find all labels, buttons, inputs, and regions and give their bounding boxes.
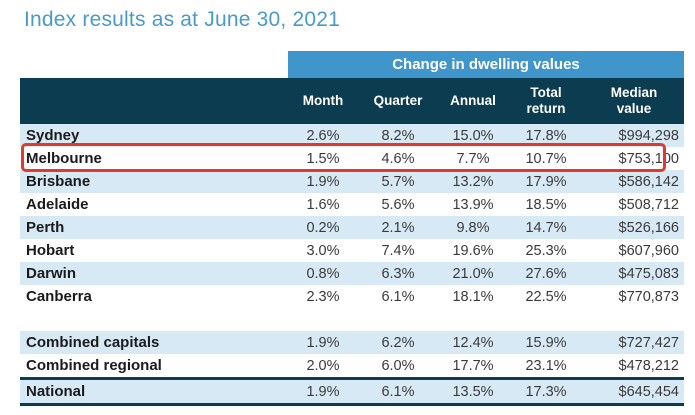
column-header-annual: Annual [450,93,496,109]
total-return-value: 17.8% [525,127,567,144]
quarter-value: 2.1% [381,219,415,236]
total-return-value: 17.3% [525,383,567,400]
row-label: Adelaide [26,196,89,213]
spacer-row [20,308,684,331]
quarter-value: 6.1% [381,383,415,400]
column-header-month: Month [302,93,344,109]
quarter-value: 8.2% [381,127,415,144]
annual-value: 17.7% [452,357,494,374]
row-label: Hobart [26,242,75,259]
table-row-adelaide: Adelaide 1.6% 5.6% 13.9% 18.5% $508,712 [20,193,684,216]
total-return-value: 22.5% [525,288,567,305]
annual-value: 18.1% [452,288,494,305]
month-value: 1.6% [306,196,340,213]
median-value: $478,212 [618,357,679,374]
total-return-value: 23.1% [525,357,567,374]
month-value: 2.0% [306,357,340,374]
row-label: Canberra [26,288,92,305]
total-return-value: 14.7% [525,219,567,236]
quarter-value: 6.1% [381,288,415,305]
month-value: 1.5% [306,150,340,167]
month-value: 1.9% [306,173,340,190]
month-value: 2.6% [306,127,340,144]
quarter-value: 4.6% [381,150,415,167]
median-value: $526,166 [618,219,679,236]
annual-value: 21.0% [452,265,494,282]
row-label: Melbourne [26,150,102,167]
quarter-value: 6.3% [381,265,415,282]
table-row-perth: Perth 0.2% 2.1% 9.8% 14.7% $526,166 [20,216,684,239]
page-title: Index results as at June 30, 2021 [24,8,340,31]
annual-value: 13.9% [452,196,494,213]
month-value: 3.0% [306,242,340,259]
row-label: Perth [26,219,65,236]
row-label: Combined regional [26,357,162,374]
median-value: $994,298 [618,127,679,144]
annual-value: 7.7% [456,150,490,167]
total-return-value: 10.7% [525,150,567,167]
table-row-darwin: Darwin 0.8% 6.3% 21.0% 27.6% $475,083 [20,262,684,285]
quarter-value: 7.4% [381,242,415,259]
table-row-melbourne: Melbourne 1.5% 4.6% 7.7% 10.7% $753,100 [20,147,684,170]
annual-value: 15.0% [452,127,494,144]
annual-value: 19.6% [452,242,494,259]
month-value: 2.3% [306,288,340,305]
month-value: 1.9% [306,383,340,400]
total-return-value: 25.3% [525,242,567,259]
table-row-hobart: Hobart 3.0% 7.4% 19.6% 25.3% $607,960 [20,239,684,262]
median-value: $645,454 [618,383,679,400]
median-value: $727,427 [618,334,679,351]
banner-row: Change in dwelling values [20,51,684,78]
median-value: $586,142 [618,173,679,190]
month-value: 1.9% [306,334,340,351]
table-row-canberra: Canberra 2.3% 6.1% 18.1% 22.5% $770,873 [20,285,684,308]
table-row-combined-capitals: Combined capitals 1.9% 6.2% 12.4% 15.9% … [20,331,684,354]
median-value: $753,100 [618,150,679,167]
quarter-value: 5.6% [381,196,415,213]
total-return-value: 27.6% [525,265,567,282]
median-value: $770,873 [618,288,679,305]
median-value: $607,960 [618,242,679,259]
median-value: $475,083 [618,265,679,282]
dwelling-values-table: Change in dwelling values Month Quarter … [20,51,684,406]
month-value: 0.2% [306,219,340,236]
row-label: Combined capitals [26,334,160,351]
column-header-quarter: Quarter [373,93,423,109]
column-header-total-return: Total return [526,85,566,116]
quarter-value: 6.0% [381,357,415,374]
total-return-value: 15.9% [525,334,567,351]
total-return-value: 18.5% [525,196,567,213]
column-header-row: Month Quarter Annual Total return Median… [20,78,684,124]
row-label: Sydney [26,127,80,144]
table-row-sydney: Sydney 2.6% 8.2% 15.0% 17.8% $994,298 [20,124,684,147]
month-value: 0.8% [306,265,340,282]
quarter-value: 6.2% [381,334,415,351]
total-return-value: 17.9% [525,173,567,190]
annual-value: 9.8% [456,219,490,236]
row-label: Brisbane [26,173,91,190]
column-header-median-value: Median value [610,85,658,116]
quarter-value: 5.7% [381,173,415,190]
annual-value: 12.4% [452,334,494,351]
table-row-brisbane: Brisbane 1.9% 5.7% 13.2% 17.9% $586,142 [20,170,684,193]
table-row-national: National 1.9% 6.1% 13.5% 17.3% $645,454 [20,377,684,406]
annual-value: 13.2% [452,173,494,190]
annual-value: 13.5% [452,383,494,400]
row-label: National [26,383,86,400]
median-value: $508,712 [618,196,679,213]
table-banner: Change in dwelling values [288,51,684,78]
table-row-combined-regional: Combined regional 2.0% 6.0% 17.7% 23.1% … [20,354,684,377]
row-label: Darwin [26,265,77,282]
